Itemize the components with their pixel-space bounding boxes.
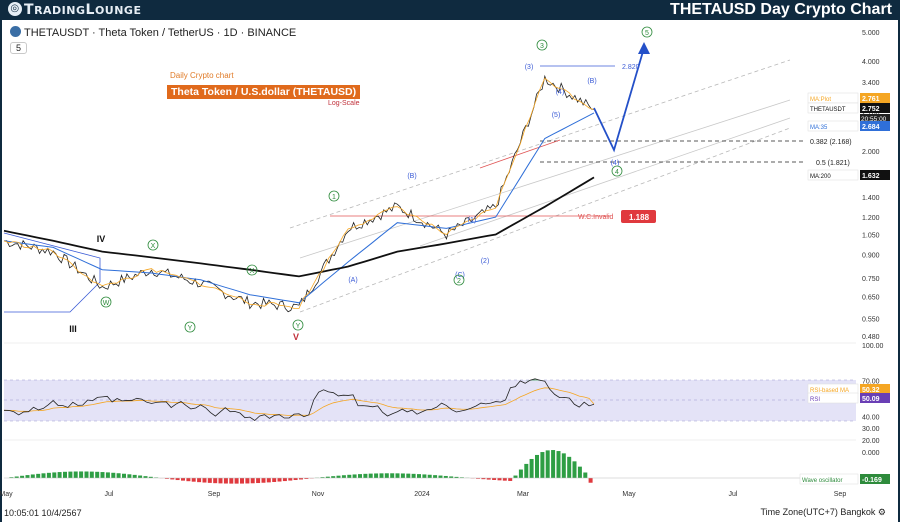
theta-coin-icon [10,26,21,37]
symbol-line[interactable]: THETAUSDT · Theta Token / TetherUS · 1D … [10,26,296,39]
daily-chart-label: Daily Crypto chart [170,71,234,80]
logo-text-4: OUNGE [94,4,142,17]
page-title: THETAUSD Day Crypto Chart [670,1,892,18]
footer-timezone[interactable]: Time Zone(UTC+7) Bangkok ⚙ [760,507,886,518]
asset-name-box: Theta Token / U.S.dollar (THETAUSD) [167,85,361,99]
logo-icon: ◎ [8,2,22,16]
logo-text-2: RADING [34,4,86,17]
logo-text-1: T [24,2,35,18]
timezone-text: Time Zone(UTC+7) Bangkok [760,507,876,517]
settings-icon[interactable]: ⚙ [877,507,886,517]
brand-logo: ◎ TRADINGLOUNGE [8,2,141,18]
logo-text-3: L [85,2,95,18]
header-bar: ◎ TRADINGLOUNGE THETAUSD Day Crypto Chart [0,0,900,20]
interval-button[interactable]: 5 [10,42,28,54]
chart-frame[interactable] [0,20,900,522]
symbol-text: THETAUSDT · Theta Token / TetherUS · 1D … [24,27,297,39]
footer-datetime: 10:05:01 10/4/2567 [4,508,82,518]
log-scale-label: Log-Scale [328,100,360,107]
